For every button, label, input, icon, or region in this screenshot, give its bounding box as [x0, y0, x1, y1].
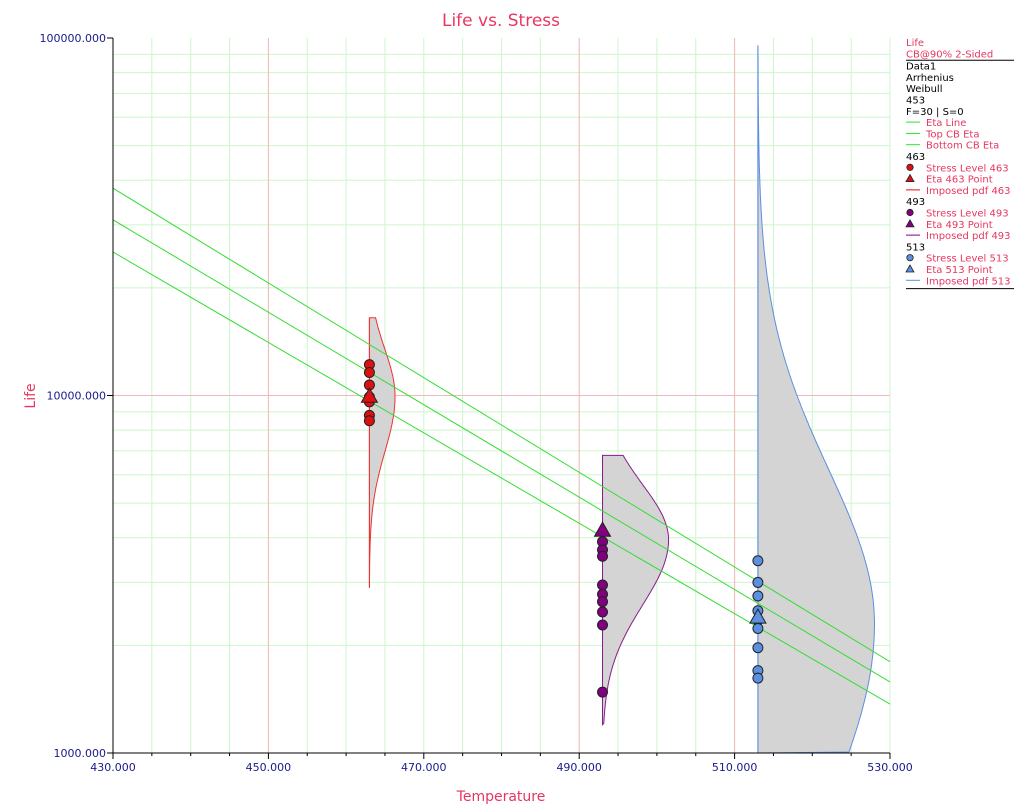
chart-title: Life vs. Stress [442, 11, 560, 31]
legend-item: Imposed pdf 493 [926, 231, 1011, 242]
legend-triangle-swatch [905, 173, 915, 183]
legend-info: 453 [906, 96, 925, 107]
legend-item: Eta 493 Point [926, 220, 993, 231]
legend-triangle-swatch [905, 218, 915, 228]
legend-circle-swatch [906, 208, 914, 217]
data-point-marker [752, 622, 764, 634]
legend-item: Imposed pdf 513 [926, 276, 1011, 287]
y-tick-label: 100000.000 [40, 32, 106, 45]
legend-item: Bottom CB Eta [926, 141, 999, 152]
pdf-curve-493 [602, 454, 670, 726]
legend-item: Eta Line [926, 118, 966, 129]
data-point-marker [597, 606, 609, 618]
pdf-curves [368, 45, 875, 754]
data-point-marker [752, 642, 764, 654]
data-point-marker [363, 366, 375, 378]
eta-point-marker [749, 608, 767, 624]
eta-line-0 [112, 219, 891, 683]
data-point-marker [752, 590, 764, 602]
legend-header: Life [906, 38, 924, 49]
data-point-marker [752, 555, 764, 567]
legend-group-label: 493 [906, 197, 925, 208]
data-point-marker [597, 550, 609, 562]
eta-point-marker [593, 521, 612, 537]
y-tick-label: 10000.000 [47, 390, 107, 403]
legend-item: Stress Level 493 [926, 209, 1009, 220]
data-points [360, 359, 767, 698]
legend-group-label: 513 [906, 242, 925, 253]
data-point-marker [752, 672, 764, 684]
legend-item: Imposed pdf 463 [926, 186, 1011, 197]
data-point-marker [597, 686, 609, 698]
legend-info: F=30 | S=0 [906, 107, 964, 118]
pdf-curve-463 [368, 317, 396, 588]
legend-item: Stress Level 463 [926, 163, 1009, 174]
x-tick-label: 530.000 [867, 761, 913, 774]
legend-circle-swatch [906, 163, 914, 171]
legend-info: Weibull [906, 84, 942, 95]
y-axis-title: Life [23, 383, 39, 408]
data-point-marker [597, 596, 609, 608]
legend-info: Arrhenius [906, 73, 954, 84]
pdf-curve-513 [757, 45, 875, 754]
eta-point-marker [360, 387, 379, 403]
x-tick-label: 470.000 [401, 761, 447, 774]
x-tick-label: 450.000 [246, 761, 292, 774]
x-tick-label: 510.000 [712, 761, 758, 774]
data-point-marker [752, 576, 764, 588]
x-tick-label: 490.000 [556, 761, 602, 774]
x-axis-title: Temperature [456, 789, 546, 805]
legend-triangle-swatch [905, 264, 915, 273]
legend-subheader: CB@90% 2-Sided [906, 49, 993, 60]
legend-item: Eta 513 Point [926, 265, 993, 276]
x-tick-label: 430.000 [90, 761, 136, 774]
legend-info: Data1 [906, 62, 936, 73]
legend-group-label: 463 [906, 152, 925, 163]
y-tick-label: 1000.000 [54, 747, 107, 760]
legend-item: Stress Level 513 [926, 254, 1009, 265]
axes: 430.000 450.000 470.000 490.000 510.000 530.0… [40, 32, 913, 774]
legend-circle-swatch [906, 254, 914, 262]
data-point-marker [363, 415, 375, 427]
legend-item: Top CB Eta [925, 129, 979, 140]
data-point-marker [597, 619, 609, 631]
data-point-marker [597, 579, 609, 591]
legend-item: Eta 463 Point [926, 175, 993, 186]
